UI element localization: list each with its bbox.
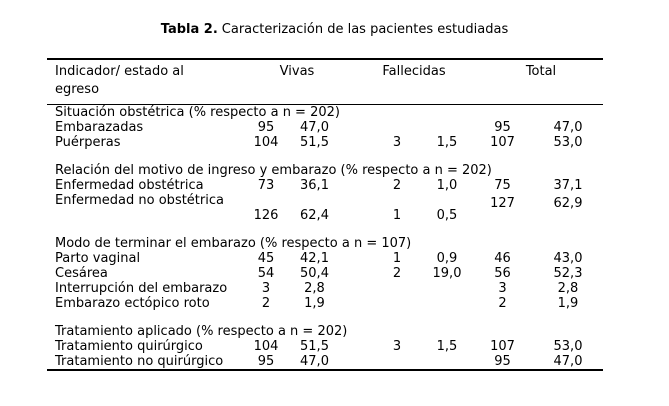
table-row-cesarea: Cesárea 54 50,4 2 19,0 56 52,3 (47, 266, 603, 281)
total-pct-cell: 1,9 (557, 296, 579, 311)
fallecidas-n-cell: 2 (392, 266, 402, 281)
total-n-cell: 107 (490, 135, 515, 150)
table-row-embarazadas: Embarazadas 95 47,0 95 47,0 (47, 120, 603, 135)
vivas-pct-cell: 36,1 (300, 178, 329, 193)
table-row-parto-vaginal: Parto vaginal 45 42,1 1 0,9 46 43,0 (47, 251, 603, 266)
fallecidas-pct-cell (422, 281, 472, 296)
total-pct-cell: 62,9 (553, 196, 583, 211)
section-tratamiento-aplicado: Tratamiento aplicado (% respecto a n = 2… (47, 324, 603, 369)
section-modo-terminar-embarazo: Modo de terminar el embarazo (% respecto… (47, 236, 603, 311)
table-row-puerperas: Puérperas 104 51,5 3 1,5 107 53,0 (47, 135, 603, 150)
total-pct-cell: 52,3 (553, 266, 583, 281)
vivas-n-cell: 3 (261, 281, 271, 296)
data-table: Indicador/ estado al egreso Vivas Fallec… (47, 58, 603, 371)
section-situacion-obstetrica: Situación obstétrica (% respecto a n = 2… (47, 105, 603, 150)
table-row-tratamiento-no-quirurgico: Tratamiento no quirúrgico 95 47,0 95 47,… (47, 354, 603, 369)
vivas-n-cell: 73 (257, 178, 275, 193)
total-n-cell: 95 (494, 354, 511, 369)
fallecidas-n-cell (372, 120, 422, 135)
row-label: Parto vaginal (55, 251, 141, 266)
fallecidas-n-cell (372, 354, 422, 369)
section-relacion-motivo-ingreso: Relación del motivo de ingreso y embaraz… (47, 163, 603, 223)
table-header-row: Indicador/ estado al egreso Vivas Fallec… (47, 58, 603, 105)
fallecidas-n-cell: 1 (392, 251, 402, 266)
row-label: Embarazo ectópico roto (55, 296, 210, 311)
total-n-cell: 107 (490, 339, 515, 354)
total-pct-cell: 47,0 (553, 120, 583, 135)
total-pct-cell: 43,0 (553, 251, 583, 266)
table-row-interrupcion-embarazo: Interrupción del embarazo 3 2,8 3 2,8 (47, 281, 603, 296)
fallecidas-n-cell: 2 (392, 178, 402, 193)
fallecidas-pct-cell: 19,0 (432, 266, 462, 281)
section-heading: Tratamiento aplicado (% respecto a n = 2… (55, 324, 348, 339)
fallecidas-pct-cell (422, 354, 472, 369)
total-n-cell: 127 (490, 196, 515, 211)
table-title-number: Tabla 2. (160, 22, 218, 37)
vivas-pct-cell: 51,5 (300, 135, 329, 150)
total-pct-cell: 2,8 (557, 281, 579, 296)
vivas-n-cell: 2 (261, 296, 271, 311)
total-n-cell: 46 (494, 251, 511, 266)
header-total: Total (525, 64, 557, 79)
header-vivas: Vivas (279, 64, 315, 79)
total-n-cell: 2 (498, 296, 507, 311)
total-pct-cell: 53,0 (553, 339, 583, 354)
total-n-cell: 56 (494, 266, 511, 281)
vivas-n-cell: 104 (253, 339, 279, 354)
fallecidas-n-cell: 3 (392, 339, 402, 354)
row-label: Cesárea (55, 266, 108, 281)
total-pct-cell: 53,0 (553, 135, 583, 150)
row-label: Tratamiento no quirúrgico (55, 354, 224, 369)
vivas-n-cell: 95 (257, 120, 275, 135)
table-row-tratamiento-quirurgico: Tratamiento quirúrgico 104 51,5 3 1,5 10… (47, 339, 603, 354)
fallecidas-n-cell: 1 (392, 208, 402, 223)
row-label: Embarazadas (55, 120, 144, 135)
row-label: Tratamiento quirúrgico (55, 339, 203, 354)
vivas-pct-cell: 2,8 (304, 281, 325, 296)
vivas-n-cell: 45 (257, 251, 275, 266)
fallecidas-pct-cell (422, 296, 472, 311)
vivas-n-cell: 54 (257, 266, 275, 281)
row-label: Enfermedad obstétrica (55, 178, 204, 193)
fallecidas-pct-cell: 0,9 (436, 251, 458, 266)
section-heading: Relación del motivo de ingreso y embaraz… (55, 163, 492, 178)
total-n-cell: 75 (494, 178, 511, 193)
vivas-pct-cell: 51,5 (300, 339, 329, 354)
total-n-cell: 3 (498, 281, 507, 296)
vivas-pct-cell: 1,9 (304, 296, 325, 311)
vivas-pct-cell: 42,1 (300, 251, 329, 266)
vivas-n-cell: 126 (253, 208, 279, 223)
vivas-pct-cell: 50,4 (300, 266, 329, 281)
table-row-enfermedad-obstetrica: Enfermedad obstétrica 73 36,1 2 1,0 75 3… (47, 178, 603, 193)
vivas-pct-cell: 62,4 (300, 208, 329, 223)
vivas-n-cell: 104 (253, 135, 279, 150)
row-label: Interrupción del embarazo (55, 281, 228, 296)
section-heading: Modo de terminar el embarazo (% respecto… (55, 236, 412, 251)
total-pct-cell: 37,1 (553, 178, 583, 193)
fallecidas-n-cell (372, 281, 422, 296)
vivas-pct-cell: 47,0 (300, 354, 329, 369)
row-label: Puérperas (55, 135, 121, 150)
total-pct-cell: 47,0 (553, 354, 583, 369)
header-fallecidas: Fallecidas (382, 64, 446, 79)
fallecidas-pct-cell (422, 120, 472, 135)
row-label: Enfermedad no obstétrica (55, 193, 224, 208)
fallecidas-pct-cell: 1,5 (436, 135, 458, 150)
fallecidas-n-cell: 3 (392, 135, 402, 150)
table-row-embarazo-ectopico: Embarazo ectópico roto 2 1,9 2 1,9 (47, 296, 603, 311)
table-body: Situación obstétrica (% respecto a n = 2… (47, 105, 603, 369)
total-n-cell: 95 (494, 120, 511, 135)
fallecidas-pct-cell: 1,5 (436, 339, 458, 354)
vivas-n-cell: 95 (257, 354, 275, 369)
table-title: Tabla 2. Caracterización de las pacientes… (0, 22, 669, 38)
vivas-pct-cell: 47,0 (300, 120, 329, 135)
fallecidas-n-cell (372, 296, 422, 311)
table-title-text: Caracterización de las pacientes estudia… (221, 22, 509, 37)
section-heading: Situación obstétrica (% respecto a n = 2… (55, 105, 340, 120)
header-indicator: Indicador/ estado al egreso (55, 64, 184, 97)
fallecidas-pct-cell: 1,0 (436, 178, 458, 193)
document-page: Tabla 2. Caracterización de las pacientes… (0, 22, 669, 406)
table-row-enfermedad-no-obstetrica: Enfermedad no obstétrica 126 62,4 1 0,5 … (47, 193, 603, 223)
fallecidas-pct-cell: 0,5 (436, 208, 458, 223)
